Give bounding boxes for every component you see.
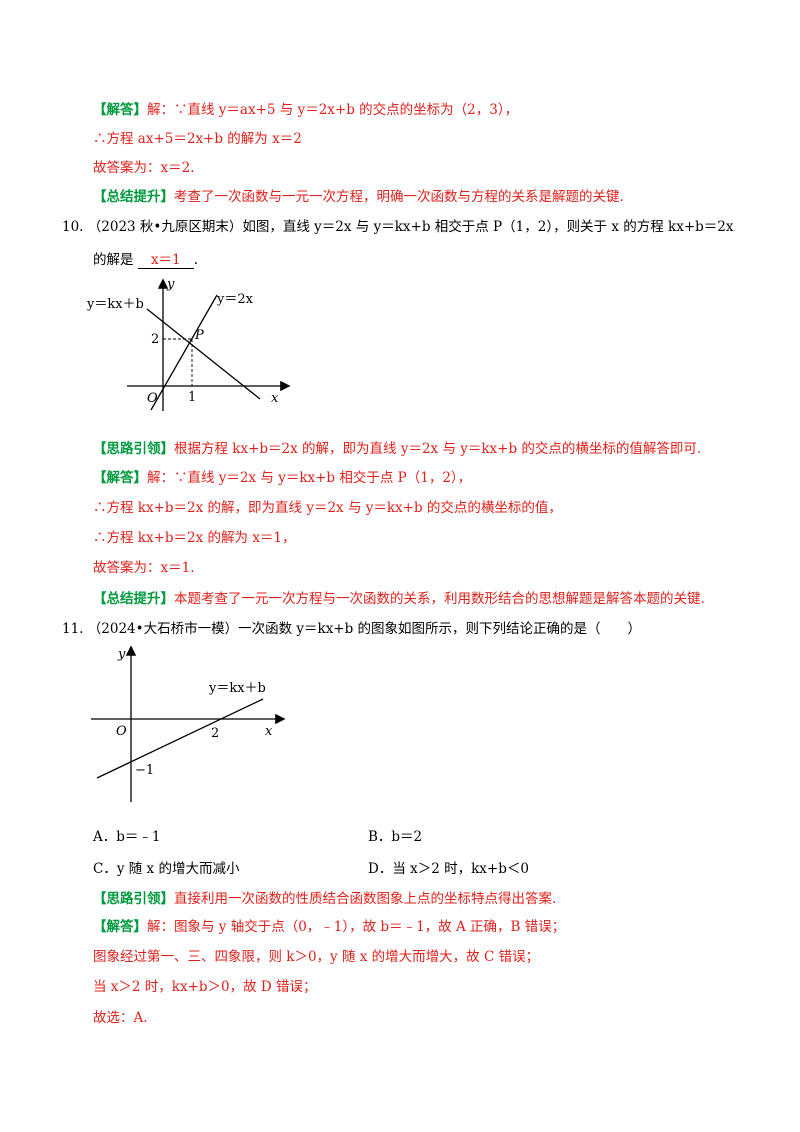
q11-stem: 11. （2024•大石桥市一模）一次函数 y＝kx+b 的图象如图所示，则下列… (62, 621, 642, 637)
question-number: 11. (62, 621, 84, 637)
q9-answer-line3: 故答案为：x＝2. (93, 160, 195, 176)
label-kxb: y＝kx＋b (86, 297, 144, 312)
answer-tag: 【解答】 (93, 102, 147, 118)
label-p: P (194, 328, 204, 343)
line-y-kxb (96, 698, 264, 779)
line-y-2x (150, 294, 218, 411)
answer-blank: x＝1 (137, 252, 194, 269)
q9-answer-line1: 【解答】解：∵直线 y＝ax+5 与 y＝2x+b 的交点的坐标为（2，3）， (93, 102, 519, 118)
tick-x: 1 (188, 390, 196, 405)
line-y-kxb (146, 308, 261, 400)
hint-tag: 【思路引领】 (93, 891, 174, 907)
q11-answer-line2: 图象经过第一、三、四象限，则 k＞0，y 随 x 的增大而增大，故 C 错误； (93, 949, 540, 965)
q9-answer-line2: ∴方程 ax+5＝2x+b 的解为 x＝2 (93, 131, 302, 147)
label-y: y (117, 647, 126, 662)
option-d[interactable]: D．当 x＞2 时，kx+b＜0 (368, 861, 529, 877)
hint-tag: 【思路引领】 (93, 441, 174, 457)
tick-y: 2 (151, 332, 159, 347)
summary-tag: 【总结提升】 (93, 189, 174, 205)
q10-summary: 【总结提升】本题考查了一元一次方程与一次函数的关系，利用数形结合的思想解题是解答… (93, 591, 705, 607)
q10-hint: 【思路引领】根据方程 kx+b＝2x 的解，即为直线 y＝2x 与 y＝kx+b… (93, 441, 702, 457)
question-number: 10. (62, 219, 84, 235)
label-x: x (271, 391, 279, 406)
q11-answer-line4: 故选：A. (93, 1010, 148, 1026)
option-a[interactable]: A．b＝﹣1 (93, 829, 161, 845)
tick-y: −1 (135, 763, 154, 778)
q11-hint: 【思路引领】直接利用一次函数的性质结合函数图象上点的坐标特点得出答案. (93, 891, 557, 907)
answer-tag: 【解答】 (93, 919, 147, 935)
summary-tag: 【总结提升】 (93, 591, 174, 607)
option-b[interactable]: B．b＝2 (368, 829, 423, 845)
q11-answer-line3: 当 x＞2 时，kx+b＞0，故 D 错误； (93, 979, 317, 995)
q11-graph: y＝kx＋b y x O 2 −1 (91, 645, 286, 802)
option-c[interactable]: C．y 随 x 的增大而减小 (93, 861, 240, 877)
label-x: x (265, 724, 273, 739)
q11-answer-line1: 【解答】解：图象与 y 轴交于点（0，﹣1），故 b＝﹣1，故 A 正确，B 错… (93, 919, 566, 935)
q10-answer-line3: ∴方程 kx+b＝2x 的解为 x＝1， (93, 530, 296, 546)
q10-graph: y＝kx＋b y＝2x y x O P 2 1 (86, 277, 291, 411)
q10-stem-line2: 的解是 x＝1. (93, 252, 199, 269)
answer-tag: 【解答】 (93, 470, 147, 486)
q10-answer-line1: 【解答】解：∵直线 y＝2x 与 y＝kx+b 相交于点 P（1，2）， (93, 470, 472, 486)
label-2x: y＝2x (216, 292, 254, 307)
q10-answer-line4: 故答案为：x＝1. (93, 560, 195, 576)
label-origin: O (147, 391, 158, 406)
q10-answer-line2: ∴方程 kx+b＝2x 的解，即为直线 y＝2x 与 y＝kx+b 的交点的横坐… (93, 500, 562, 516)
label-line: y＝kx＋b (208, 681, 266, 696)
label-origin: O (116, 724, 127, 739)
tick-x: 2 (211, 726, 219, 741)
label-y: y (166, 277, 175, 292)
q9-summary: 【总结提升】考查了一次函数与一元一次方程，明确一次函数与方程的关系是解题的关键. (93, 189, 624, 205)
q10-stem-line1: 10. （2023 秋•九原区期末）如图，直线 y＝2x 与 y＝kx+b 相交… (62, 219, 734, 235)
